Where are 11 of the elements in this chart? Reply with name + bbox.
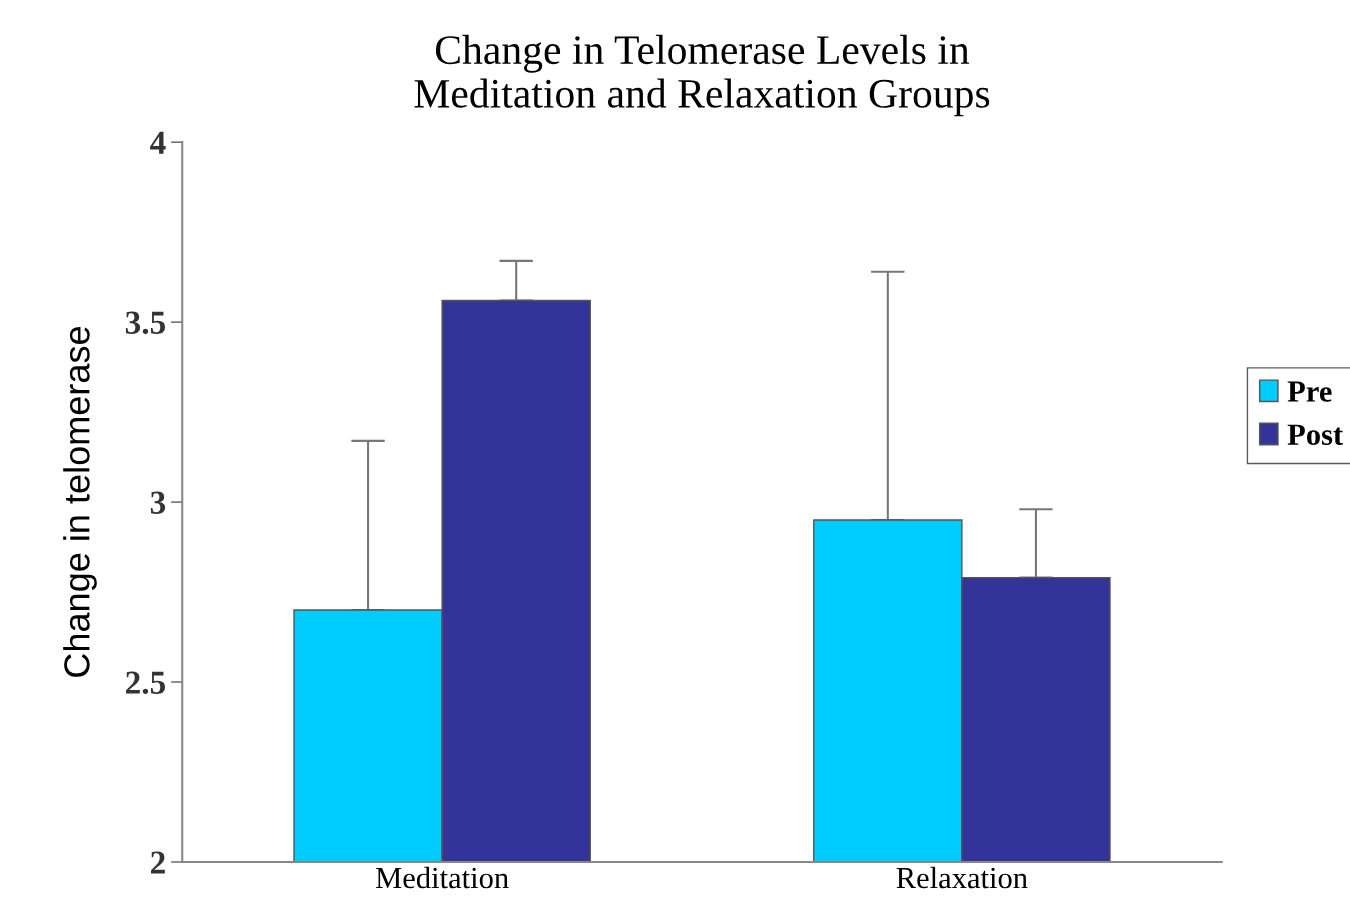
y-tick-label: 3.5 xyxy=(125,311,166,335)
y-tick-label: 2 xyxy=(151,851,165,874)
y-tick-label: 2.5 xyxy=(126,671,166,695)
legend-label: Pre xyxy=(1287,381,1332,402)
y-axis-title: Change in telomerase xyxy=(63,327,97,677)
legend-label: Post xyxy=(1287,424,1344,445)
chart-title: Change in Telomerase Levels in Meditation and Relaxation Groups xyxy=(414,34,990,117)
y-tick-label: 4 xyxy=(150,131,166,154)
x-tick-label: Meditation xyxy=(375,866,509,889)
y-tick-label: 3 xyxy=(150,491,166,514)
x-tick-label: Relaxation xyxy=(896,866,1028,889)
